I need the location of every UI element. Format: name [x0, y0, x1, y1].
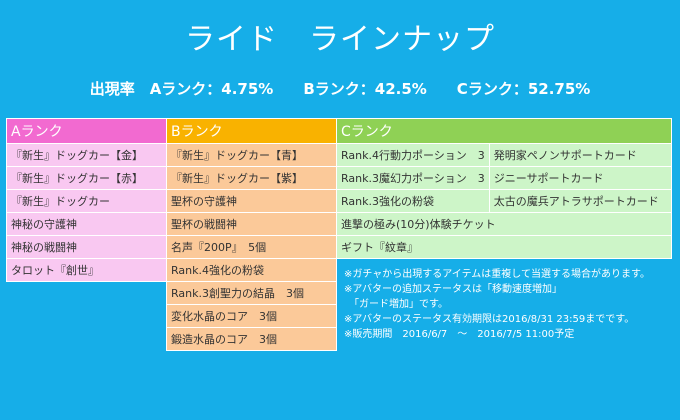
appearance-rates: 出現率 Aランク：4.75% Bランク：42.5% Cランク：52.75% [89, 80, 591, 98]
rank-c-item: 進撃の極み(10分)体験チケット [336, 212, 672, 236]
lineup-table: Aランク Bランク Cランク 『新生』ドッグカー【金】 『新生』ドッグカー【青】… [6, 118, 672, 351]
rank-b-item: 鍛造水晶のコア 3個 [166, 327, 337, 351]
rank-a-item: 『新生』ドッグカー【金】 [6, 143, 167, 167]
header-rank-a: Aランク [6, 118, 167, 144]
page-title: ライド ラインナップ [185, 22, 495, 57]
rank-c-item: ギフト『紋章』 [336, 235, 672, 259]
rank-c-item: Rank.3強化の粉袋 [336, 189, 490, 213]
rank-b-item: 聖杯の戦闘神 [166, 212, 337, 236]
rank-a-item: 神秘の戦闘神 [6, 235, 167, 259]
rank-b-item: 『新生』ドッグカー【青】 [166, 143, 337, 167]
header-rank-b: Bランク [166, 118, 337, 144]
table-row: 『新生』ドッグカー 聖杯の守護神 Rank.3強化の粉袋 太古の魔兵アトラサポー… [6, 189, 672, 213]
rank-c-item: Rank.3魔幻力ポーション 3 [336, 166, 490, 190]
rank-a-item: タロット『創世』 [6, 258, 167, 282]
table-row: Rank.3創聖力の結晶 3個 [7, 281, 672, 305]
table-row: 鍛造水晶のコア 3個 [7, 327, 672, 351]
rank-b-item: Rank.4強化の粉袋 [166, 258, 337, 282]
table-row: 神秘の守護神 聖杯の戦闘神 進撃の極み(10分)体験チケット [6, 212, 672, 236]
table-row: タロット『創世』 Rank.4強化の粉袋 [6, 258, 672, 282]
rank-a-item: 神秘の守護神 [6, 212, 167, 236]
rank-c-item: 発明家ペノンサポートカード [488, 143, 672, 167]
table-row: 神秘の戦闘神 名声『200P』 5個 ギフト『紋章』 [6, 235, 672, 259]
rank-a-item: 『新生』ドッグカー [6, 189, 167, 213]
notes: ※ガチャから出現するアイテムは重複して当選する場合があります。 ※アバターの追加… [344, 269, 650, 340]
rank-a-item: 『新生』ドッグカー【赤】 [6, 166, 167, 190]
table-row: 『新生』ドッグカー【赤】 『新生』ドッグカー【紫】 Rank.3魔幻力ポーション… [6, 166, 672, 190]
header-row: Aランク Bランク Cランク [6, 118, 672, 144]
rank-b-item: 『新生』ドッグカー【紫】 [166, 166, 337, 190]
header-rank-c: Cランク [336, 118, 672, 144]
rank-b-item: 名声『200P』 5個 [166, 235, 337, 259]
rank-c-item: Rank.4行動力ポーション 3 [336, 143, 490, 167]
rank-b-item: 聖杯の守護神 [166, 189, 337, 213]
rank-b-item: Rank.3創聖力の結晶 3個 [166, 281, 337, 305]
rank-b-item: 変化水晶のコア 3個 [166, 304, 337, 328]
rank-c-item: ジニーサポートカード [488, 166, 672, 190]
rank-c-item: 太古の魔兵アトラサポートカード [488, 189, 672, 213]
table-row: 『新生』ドッグカー【金】 『新生』ドッグカー【青】 Rank.4行動力ポーション… [6, 143, 672, 167]
